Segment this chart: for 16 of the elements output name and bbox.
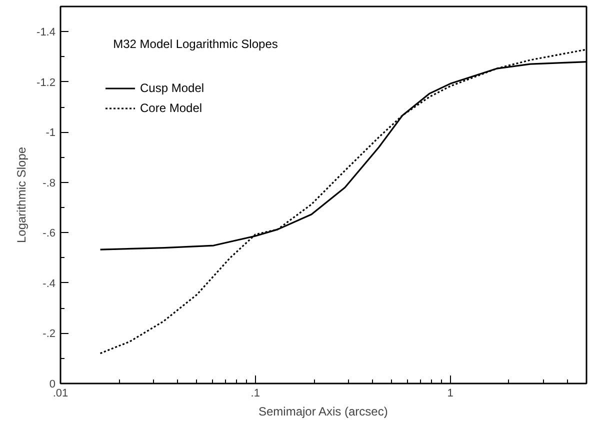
legend-label: Cusp Model [140,81,204,95]
y-axis-title: Logarithmic Slope [14,146,29,244]
x-tick-label: 1 [447,388,454,400]
x-axis-title: Semimajor Axis (arcsec) [258,404,388,418]
legend-label: Core Model [140,101,202,115]
y-tick-label: -.6 [42,228,56,240]
y-tick-label: -1.4 [36,26,56,39]
x-tick-label: .01 [52,388,68,400]
x-tick-label: .1 [250,388,260,400]
y-tick-label: -1.2 [36,76,56,89]
y-tick-label: -.2 [42,328,56,340]
y-tick-label: 0 [49,378,56,390]
text: M32 Model Logarithmic Slopes [113,37,278,52]
y-tick-label: -.4 [42,278,56,290]
y-tick-label: -.8 [42,177,56,190]
y-tick-label: -1 [46,127,56,140]
